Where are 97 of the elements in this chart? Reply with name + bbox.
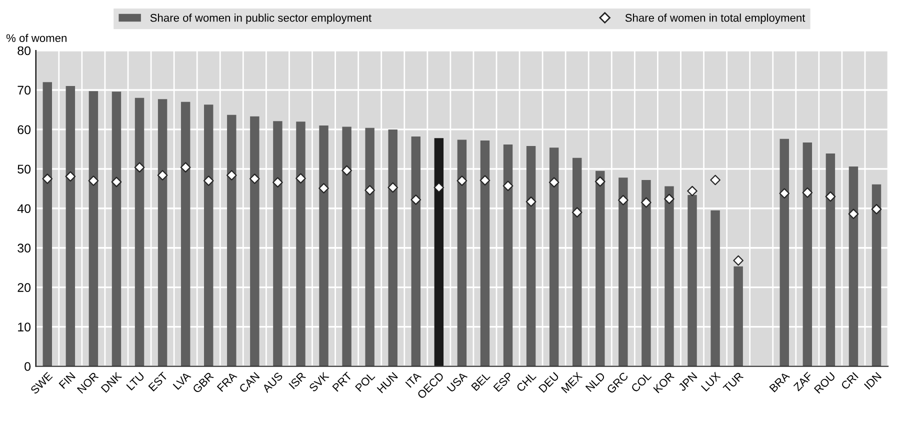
point (434, 182, 444, 193)
point (480, 175, 490, 186)
point (548, 177, 560, 188)
point (134, 162, 145, 173)
bar (388, 129, 398, 366)
y-tick-label: 40 (17, 204, 31, 214)
bar (296, 122, 306, 366)
bar (112, 92, 122, 366)
y-axis-title: % of women (6, 34, 66, 42)
bar (319, 126, 328, 366)
point (42, 174, 53, 184)
bar (42, 82, 52, 366)
bar (710, 210, 720, 366)
point (733, 255, 744, 266)
bar (411, 136, 420, 366)
x-tick-label: IDN (864, 372, 882, 390)
bar (365, 128, 374, 366)
x-tick-label: FRA (216, 371, 238, 392)
point (318, 183, 329, 194)
bar (480, 140, 490, 366)
y-tick-label: 0 (24, 362, 31, 371)
bar (273, 121, 282, 366)
bar (204, 104, 214, 366)
point (687, 186, 698, 196)
point (526, 196, 536, 207)
y-tick-label: 20 (18, 283, 31, 292)
point (157, 170, 168, 180)
point (502, 180, 514, 192)
bar (596, 170, 605, 366)
x-tick-label: LVA (172, 371, 192, 390)
bar (848, 166, 858, 366)
bar (734, 266, 743, 366)
bar (549, 148, 559, 366)
bar (342, 126, 352, 366)
point (296, 173, 306, 184)
point (388, 182, 398, 193)
point (456, 176, 468, 186)
y-tick-label: 60 (18, 125, 31, 134)
bar (664, 186, 674, 366)
bar (66, 86, 76, 366)
point (848, 208, 859, 220)
x-tick-label: CHL (516, 372, 537, 392)
bar (503, 144, 513, 366)
bar (802, 142, 812, 366)
bar (618, 178, 628, 366)
point (111, 176, 122, 188)
point (342, 165, 352, 176)
point (802, 187, 813, 198)
bar (872, 184, 882, 366)
point (226, 170, 237, 180)
point (180, 162, 191, 173)
point (618, 194, 628, 206)
bar (434, 138, 444, 366)
point (641, 197, 652, 208)
point (88, 176, 99, 186)
point (410, 194, 422, 205)
x-tick-label: ISR (288, 372, 306, 390)
bar (457, 140, 467, 366)
bar (134, 98, 144, 366)
x-tick-label: BEL (471, 372, 490, 392)
bar (688, 194, 697, 366)
x-tick-label: POL (354, 372, 376, 392)
bar (826, 154, 836, 366)
x-tick-label: FIN (58, 372, 76, 389)
y-tick-label: 70 (18, 86, 31, 95)
point (203, 176, 214, 186)
point (250, 174, 260, 184)
y-tick-label: 30 (18, 244, 31, 253)
bar (250, 116, 260, 366)
bar (88, 91, 98, 366)
x-tick-label: USA (446, 371, 468, 392)
point (272, 177, 283, 188)
point (664, 194, 674, 204)
bar (158, 99, 168, 366)
bar (642, 180, 651, 366)
point (779, 188, 790, 199)
legend-label: Share of women in total employment (625, 14, 806, 24)
bar (526, 146, 536, 366)
point (364, 185, 375, 196)
bar (180, 102, 190, 366)
x-tick-label: TUR (722, 372, 744, 393)
y-tick-label: 50 (18, 164, 31, 174)
point (572, 207, 582, 218)
point (710, 174, 720, 186)
x-tick-label: CRI (840, 372, 859, 390)
point (871, 204, 882, 214)
point (65, 171, 76, 182)
legend-label: Share of women in public sector employment (150, 14, 372, 24)
y-tick-label: 10 (18, 322, 31, 332)
bar (227, 114, 236, 366)
bar (572, 158, 582, 366)
point (594, 176, 606, 187)
point (825, 191, 836, 202)
bar (780, 138, 789, 366)
y-tick-label: 80 (18, 46, 31, 56)
x-tick-label: COL (630, 372, 652, 393)
x-tick-label: LTU (126, 372, 145, 391)
